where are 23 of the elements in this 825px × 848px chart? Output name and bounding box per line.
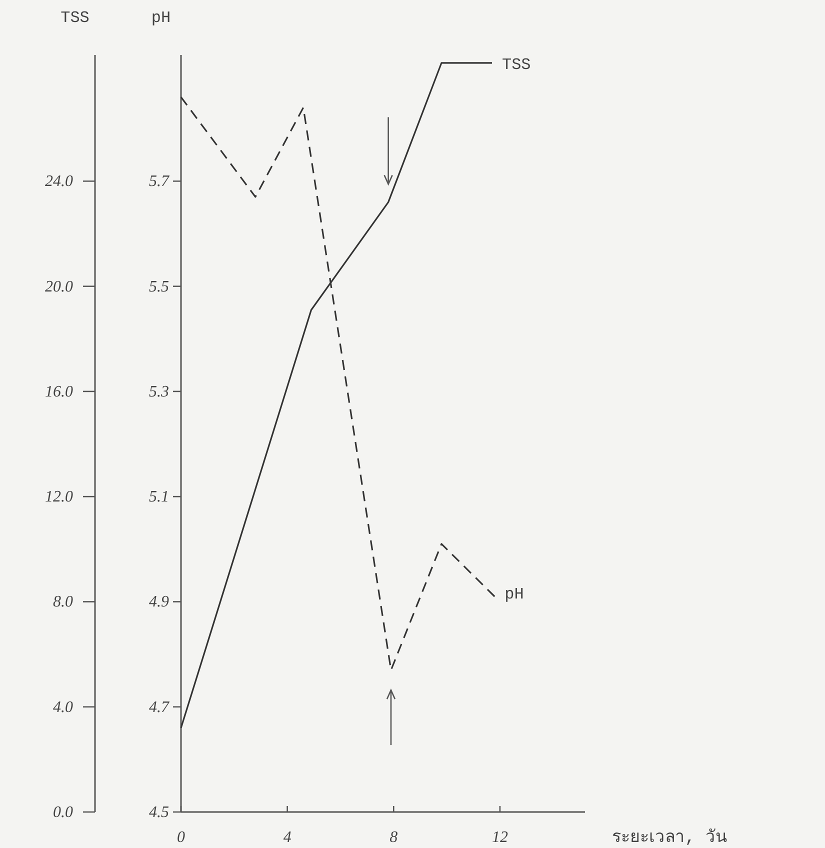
- x-axis-title: ระยะเวลา, วัน: [612, 828, 728, 848]
- y2-tick-label: 16.0: [45, 383, 73, 400]
- x-tick-label: 0: [177, 829, 185, 846]
- y2-tick-label: 0.0: [53, 804, 73, 821]
- y2-tick-label: 20.0: [45, 278, 73, 296]
- y-tick-label: 5.5: [149, 278, 169, 296]
- y-tick-label: 5.7: [149, 173, 170, 190]
- series-label: pH: [504, 585, 524, 604]
- y-tick-label: 4.7: [149, 698, 170, 716]
- x-tick-label: 4: [283, 829, 292, 846]
- series-label: TSS: [502, 56, 531, 74]
- y2-axis-title: TSS: [60, 9, 90, 27]
- y2-tick-label: 4.0: [53, 698, 73, 716]
- y-tick-label: 5.3: [149, 383, 169, 400]
- y-tick-label: 5.1: [149, 488, 169, 506]
- y-tick-label: 4.9: [149, 594, 169, 611]
- x-tick-label: 12: [492, 829, 508, 846]
- y2-tick-label: 12.0: [45, 488, 73, 506]
- y-axis-title: pH: [151, 9, 171, 27]
- y2-tick-label: 24.0: [45, 173, 73, 190]
- x-tick-label: 8: [390, 829, 398, 846]
- y-tick-label: 4.5: [149, 804, 169, 821]
- y2-tick-label: 8.0: [53, 594, 73, 611]
